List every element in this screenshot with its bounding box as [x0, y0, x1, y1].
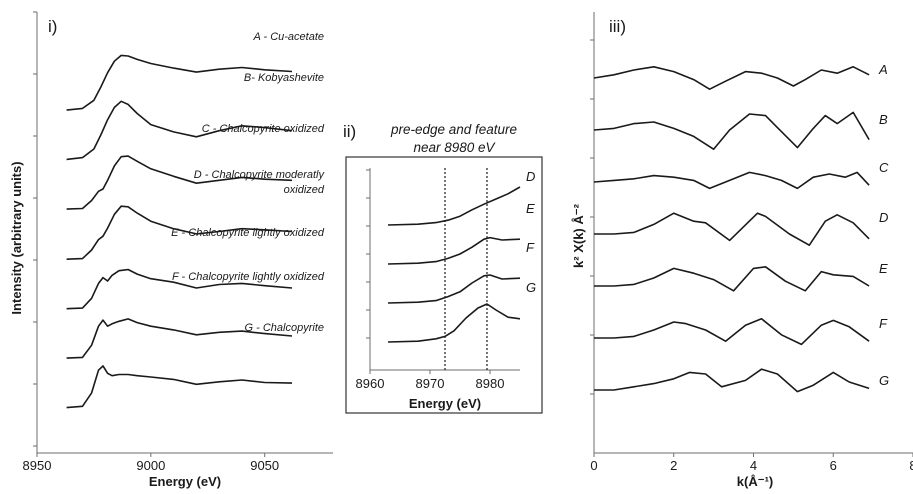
panel-ii-label-g: G [526, 280, 536, 295]
panel-iii-x-tick-label: 8 [909, 458, 913, 473]
panel-ii-label-f: F [526, 240, 535, 255]
panel-iii-label-f: F [879, 316, 888, 331]
panel-iii-trace-e [594, 266, 870, 292]
panel-iii-x-axis-title: k(Å⁻¹) [737, 474, 773, 489]
panel-ii-title-line2: near 8980 eV [413, 140, 496, 155]
panel-i-traces [66, 54, 293, 409]
panel-iii-exafs: iii) k(Å⁻¹) k² X(k) Å⁻² 02468 A B C D E … [571, 12, 913, 489]
panel-iii-label-d: D [879, 210, 888, 225]
panel-ii-frame [345, 156, 543, 414]
panel-ii-label-d: D [526, 169, 535, 184]
panel-iii-x-tick-label: 4 [750, 458, 757, 473]
panel-i-x-tick-label: 8950 [23, 458, 52, 473]
panel-iii-trace-f [594, 318, 870, 346]
panel-ii-trace-f [387, 274, 521, 304]
panel-ii-x-ticks: 8960 8970 8980 [356, 370, 505, 391]
panel-iii-label-b: B [879, 112, 888, 127]
panel-ii-trace-d [387, 186, 521, 226]
panel-i-x-ticks: 8950 9000 9050 [23, 453, 279, 473]
panel-ii-x-tick-label: 8960 [356, 376, 385, 391]
panel-i-label-d-line2: oxidized [284, 184, 325, 196]
panel-ii-trace-g [387, 303, 521, 343]
panel-ii-traces [387, 186, 521, 343]
panel-ii-title: pre-edge and feature [390, 122, 517, 137]
panel-iii-x-tick-label: 2 [670, 458, 677, 473]
panel-ii-y-ticks [366, 169, 370, 339]
panel-i-label: i) [48, 17, 57, 36]
panel-i-trace-d [66, 205, 293, 260]
panel-i-trace-f [66, 318, 293, 359]
panel-i-y-axis-title: Intensity (arbitrary units) [9, 161, 24, 314]
panel-ii-trace-e [387, 236, 521, 265]
panel-i-label-f: F - Chalcopyrite lightly oxidized [172, 271, 325, 283]
panel-i-x-tick-label: 9050 [250, 458, 279, 473]
panel-iii-trace-g [594, 368, 870, 393]
panel-ii-preedge: ii) pre-edge and feature near 8980 eV 89… [343, 122, 543, 414]
panel-ii-x-tick-label: 8970 [416, 376, 445, 391]
panel-iii-label: iii) [609, 17, 626, 36]
panel-i-label-a: A - Cu-acetate [252, 31, 324, 43]
panel-iii-y-ticks [590, 39, 594, 395]
panel-iii-x-tick-label: 0 [590, 458, 597, 473]
panel-iii-label-c: C [879, 160, 889, 175]
panel-ii-x-axis-title: Energy (eV) [409, 396, 481, 411]
panel-i-trace-e [66, 268, 293, 310]
panel-iii-trace-a [593, 66, 870, 90]
panel-i-trace-b [66, 100, 293, 161]
panel-iii-label-e: E [879, 261, 888, 276]
panel-ii-label-e: E [526, 201, 535, 216]
panel-i-label-d: D - Chalcopyrite moderatly [194, 169, 326, 181]
panel-i-trace-g [66, 365, 293, 409]
panel-iii-trace-d [594, 212, 870, 246]
panel-i-label-b: B- Kobyashevite [244, 72, 324, 84]
panel-i-xanes: i) Energy (eV) Intensity (arbitrary unit… [9, 11, 333, 489]
panel-i-y-ticks [33, 11, 37, 447]
panel-iii-label-a: A [878, 62, 888, 77]
panel-i-trace-a [66, 54, 293, 111]
panel-iii-y-axis-title: k² X(k) Å⁻² [571, 203, 586, 268]
panel-iii-trace-c [593, 171, 870, 190]
panel-i-x-tick-label: 9000 [136, 458, 165, 473]
panel-i-trace-c [66, 155, 293, 210]
panel-ii-label: ii) [343, 122, 356, 141]
panel-i-label-e: E - Chalcopyrite lightly oxidized [171, 227, 325, 239]
panel-iii-traces [593, 66, 870, 393]
panel-iii-trace-b [593, 111, 870, 150]
panel-i-label-g: G - Chalcopyrite [245, 322, 324, 334]
panel-iii-x-tick-label: 6 [830, 458, 837, 473]
panel-ii-reference-lines [444, 168, 488, 370]
panel-ii-x-tick-label: 8980 [476, 376, 505, 391]
panel-i-label-c: C - Chalcopyrite oxidized [202, 123, 325, 135]
panel-iii-x-ticks: 0 2 4 6 8 [590, 453, 913, 473]
panel-iii-label-g: G [879, 373, 889, 388]
panel-i-x-axis-title: Energy (eV) [149, 474, 221, 489]
